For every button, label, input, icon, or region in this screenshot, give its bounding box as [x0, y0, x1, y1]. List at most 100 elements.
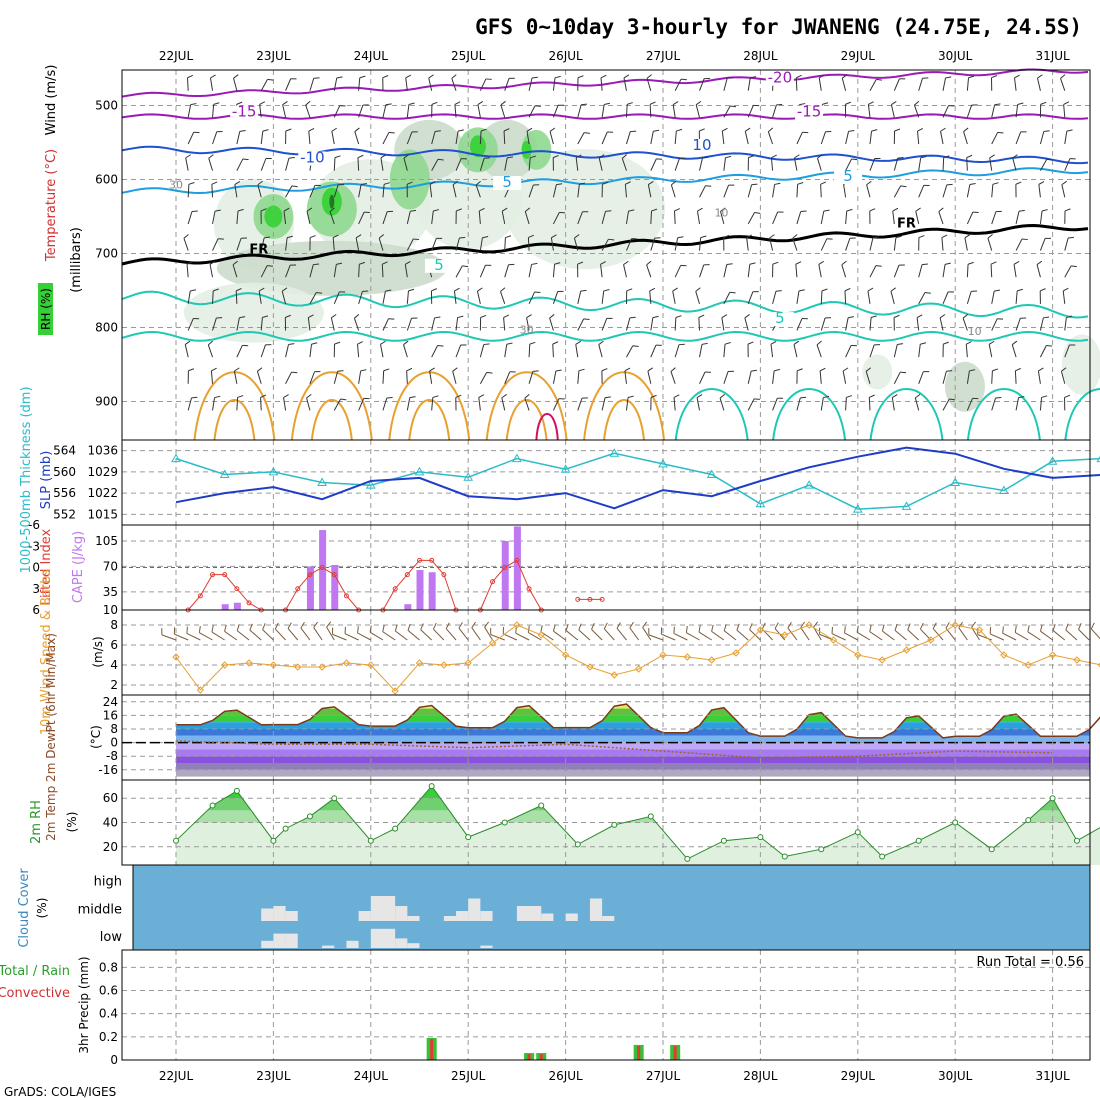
- wind-barb: [958, 627, 968, 641]
- wind-barb-flag: [211, 367, 217, 372]
- contour-label-bg: [687, 138, 716, 153]
- cloud-bar: [480, 911, 493, 921]
- wind-barb-flag: [867, 287, 874, 292]
- wind-barb-flag: [316, 291, 323, 294]
- contour-label: 5: [434, 256, 444, 274]
- wind-barb: [260, 265, 268, 278]
- thickness-line: [175, 452, 1100, 510]
- wind-barb: [257, 184, 262, 198]
- slp-tick: 1036: [87, 444, 118, 458]
- wind-barb-flag: [531, 262, 538, 265]
- contour-label-bg: [424, 258, 453, 273]
- wind-barb: [528, 77, 533, 91]
- wind-barb: [844, 290, 847, 304]
- precip-conv-bar: [673, 1046, 677, 1060]
- date-label: 26JUL: [548, 49, 583, 63]
- pressure-tick: 500: [95, 99, 118, 113]
- wind-barb: [1037, 370, 1041, 384]
- wind-barb-flag: [1065, 623, 1069, 631]
- wind-barb: [932, 628, 944, 641]
- wind-barb: [575, 157, 579, 171]
- wind-barb-flag: [359, 75, 366, 79]
- contour-label-bg: [834, 170, 863, 184]
- li-point: [526, 586, 532, 592]
- wind-barb-flag: [274, 622, 279, 630]
- wind-barb-flag: [1040, 288, 1046, 292]
- wind-barb: [577, 370, 580, 384]
- wind-barb-flag: [360, 369, 367, 372]
- wind-barb: [332, 633, 347, 641]
- wind-barb: [793, 344, 798, 358]
- rh-area: [176, 786, 1100, 865]
- cloud-bar: [565, 913, 578, 921]
- wind-barb-flag: [236, 624, 240, 631]
- cloud-bar: [370, 928, 396, 948]
- wind-barb-flag: [943, 155, 950, 159]
- wind-barb: [845, 345, 852, 358]
- wind-barb-flag: [800, 396, 807, 399]
- wind-barb: [626, 238, 633, 251]
- wind-barb-flag: [336, 76, 343, 79]
- wind-barb-flag: [410, 209, 417, 212]
- wind-barb: [865, 371, 871, 384]
- wind-barb-flag: [232, 260, 238, 266]
- wind-barb-flag: [652, 315, 659, 319]
- date-label: 24JUL: [354, 1069, 389, 1083]
- thickness-point: [512, 453, 522, 463]
- wind-barb-flag: [966, 341, 972, 345]
- wind-barb: [1038, 184, 1041, 198]
- li-point: [404, 572, 410, 578]
- wind-barb-flag: [736, 623, 740, 631]
- wind-barb: [358, 291, 363, 304]
- wind-barb: [845, 397, 847, 411]
- wind-barb: [524, 211, 530, 225]
- wind-barb-flag: [723, 234, 730, 239]
- wind-barb: [796, 132, 803, 145]
- wind-barb: [528, 344, 531, 358]
- wind-barb-flag: [505, 235, 512, 239]
- rh-shade: [329, 194, 335, 209]
- wind-barb-flag: [190, 289, 197, 292]
- wind-barb-flag: [871, 129, 878, 132]
- wind-barb: [1015, 318, 1021, 331]
- wind-barb-flag: [962, 314, 968, 319]
- contour-label-bg: [795, 105, 824, 120]
- wind-barb: [185, 157, 189, 171]
- wind-barb: [938, 211, 944, 225]
- wind-barb: [736, 629, 749, 641]
- date-label: 28JUL: [743, 1069, 778, 1083]
- wind-barb: [183, 238, 189, 251]
- wind-barb: [526, 317, 530, 331]
- wind-barb: [867, 104, 871, 118]
- wind-barb: [820, 184, 822, 198]
- precip-tick: 0: [110, 1053, 118, 1067]
- wind-barb-flag: [382, 261, 388, 265]
- wind-barb-flag: [1014, 625, 1017, 633]
- wind-barb: [723, 184, 730, 198]
- wind-speed-point: [586, 663, 594, 671]
- wind-barb: [211, 631, 225, 641]
- wind-barb-flag: [1039, 624, 1043, 632]
- wind-barb-flag: [429, 367, 435, 372]
- wind-barb: [767, 131, 774, 145]
- cloud-axis-label: Cloud Cover: [17, 868, 32, 948]
- cloud-bar: [468, 898, 481, 921]
- wind-barb-flag: [457, 129, 464, 132]
- wind-barb-flag: [183, 234, 189, 239]
- wind-barb: [843, 184, 847, 198]
- rh-band: [176, 786, 1090, 799]
- wind-barb: [187, 290, 191, 304]
- wind-barb-flag: [797, 181, 804, 185]
- wind-barb-flag: [394, 624, 398, 632]
- wind-barb-flag: [920, 156, 927, 159]
- li-tick: -3: [28, 539, 40, 553]
- wind-speed-point: [610, 671, 619, 679]
- wind-barb: [429, 184, 433, 198]
- wind-barb-flag: [1061, 367, 1067, 372]
- wind-barb-flag: [603, 622, 608, 630]
- wind-barb: [966, 264, 969, 278]
- wind-barb-flag: [992, 368, 999, 372]
- wind-barb: [552, 398, 560, 411]
- date-label: 29JUL: [841, 1069, 876, 1083]
- wind-barb-flag: [894, 623, 898, 631]
